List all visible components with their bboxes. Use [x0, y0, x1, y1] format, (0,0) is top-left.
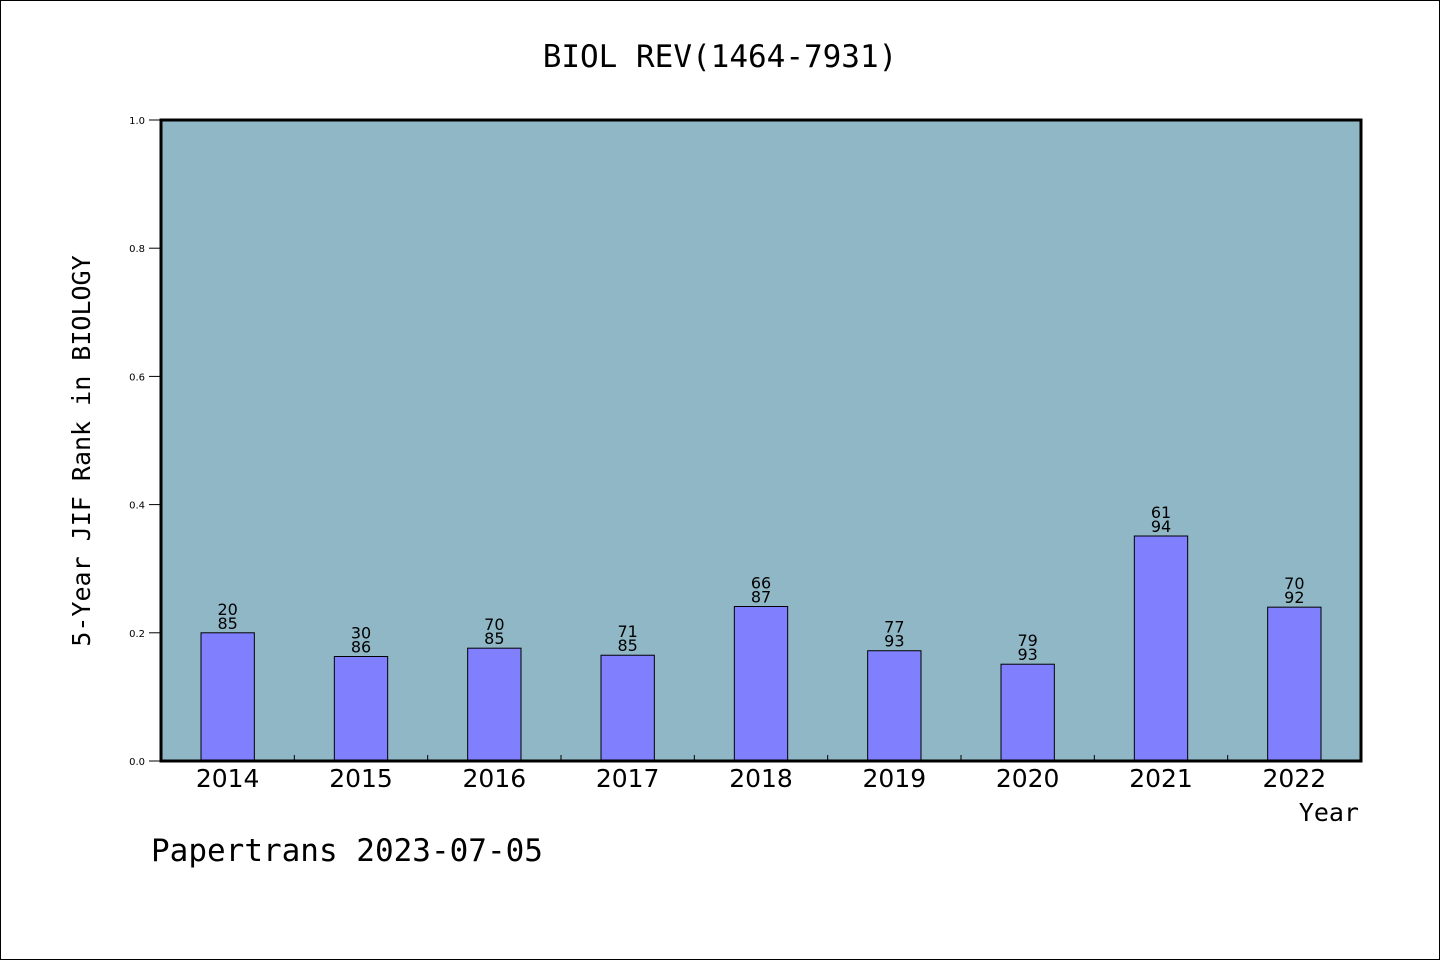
bar-label-bottom: 92 [1284, 588, 1304, 607]
bar-2018 [733, 606, 789, 762]
y-tick-label: 0.6 [129, 372, 145, 383]
bar-label-top: 70 [1284, 574, 1304, 593]
bar-label-top: 79 [1017, 631, 1037, 650]
x-tick-label: 2019 [863, 764, 927, 793]
bar-2022 [1267, 606, 1322, 762]
bar-label-bottom: 85 [484, 629, 504, 648]
x-tick-label: 2021 [1129, 764, 1193, 793]
bar-2014 [200, 632, 255, 762]
bar-label-bottom: 94 [1151, 517, 1171, 536]
bar-2017 [600, 654, 655, 762]
bar-label-top: 66 [751, 574, 771, 593]
x-tick-label: 2020 [996, 764, 1060, 793]
bar-label-bottom: 93 [884, 632, 904, 651]
bar-label-top: 77 [884, 618, 904, 637]
bar-2016 [467, 647, 522, 762]
y-tick-label: 0.4 [129, 501, 145, 512]
x-tick-label: 2014 [196, 764, 260, 793]
bar-label-top: 30 [351, 624, 371, 643]
footer-credit: Papertrans 2023-07-05 [151, 833, 543, 869]
bar-label-top: 71 [617, 622, 637, 641]
plot-border [159, 118, 1363, 763]
y-tick-label: 0.0 [129, 757, 145, 768]
y-tick-label: 0.2 [129, 629, 145, 640]
bar-label-top: 70 [484, 615, 504, 634]
x-tick-label: 2018 [729, 764, 793, 793]
y-axis-title: 5-Year JIF Rank in BIOLOGY [67, 255, 96, 646]
bar-2020 [1000, 663, 1055, 762]
y-tick-label: 1.0 [129, 116, 145, 127]
x-tick-label: 2017 [596, 764, 660, 793]
bar-label-top: 61 [1151, 503, 1171, 522]
x-axis: 2014 2015 2016 2017 2018 2019 2020 2021 2022 [196, 755, 1326, 793]
bar-2019 [867, 650, 922, 762]
x-axis-title: Year [1299, 798, 1359, 827]
bar-2021 [1133, 535, 1189, 762]
chart-title: BIOL REV(1464-7931) [543, 39, 898, 75]
bar-label-bottom: 93 [1017, 645, 1037, 664]
bar-label-bottom: 85 [217, 614, 237, 633]
x-tick-label: 2022 [1263, 764, 1327, 793]
y-tick-label: 0.8 [129, 244, 145, 255]
bar-label-bottom: 86 [351, 638, 371, 657]
x-tick-label: 2016 [463, 764, 527, 793]
y-axis: 0.0 0.2 0.4 0.6 0.8 1.0 [129, 116, 161, 768]
bar-label-top: 20 [217, 600, 237, 619]
bar-label-bottom: 87 [751, 588, 771, 607]
bar-label-bottom: 85 [617, 636, 637, 655]
x-tick-label: 2015 [329, 764, 393, 793]
bar-2015 [333, 656, 389, 762]
bars-group [200, 535, 1322, 762]
